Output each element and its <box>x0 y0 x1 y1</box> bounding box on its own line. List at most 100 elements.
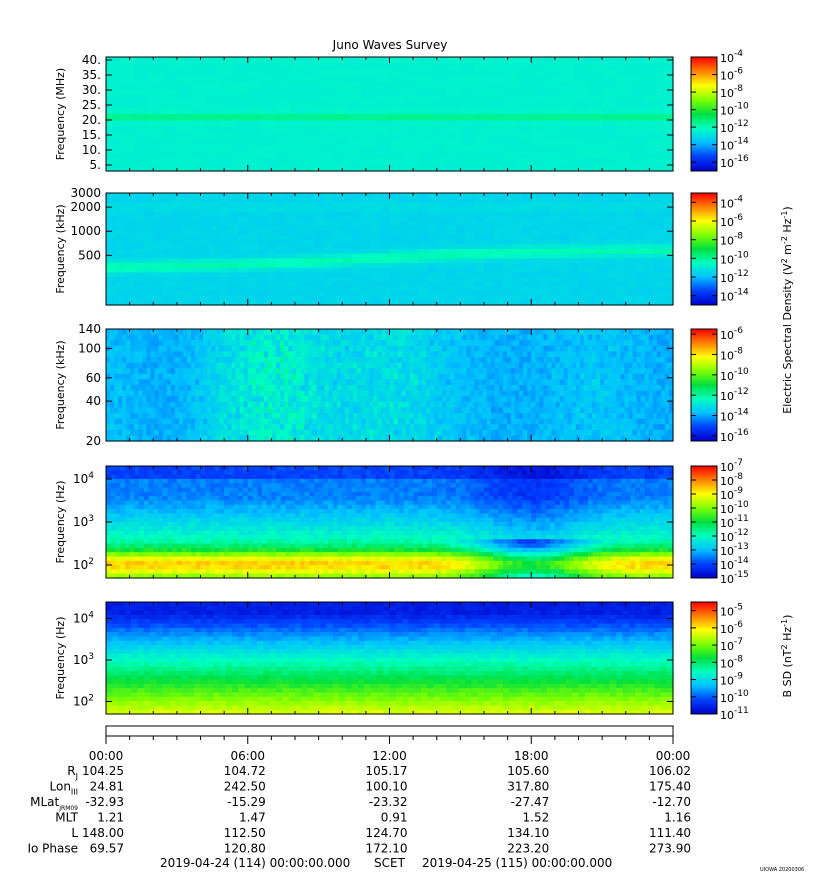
spectrogram-cell <box>296 379 301 386</box>
spectrogram-cell <box>624 424 630 431</box>
spectrogram-cell <box>521 267 532 273</box>
spectrogram-cell <box>342 202 353 208</box>
spectrogram-cell <box>323 286 334 292</box>
spectrogram-cell <box>474 407 480 414</box>
spectrogram-cell <box>304 300 315 306</box>
spectrogram-cell <box>288 390 293 397</box>
spectrogram-cell <box>494 390 500 397</box>
spectrogram-cell <box>211 351 216 358</box>
spectrogram-cell <box>393 390 399 397</box>
spectrogram-cell <box>272 379 277 386</box>
spectrogram-cell <box>304 133 320 140</box>
spectrogram-cell <box>296 329 301 336</box>
spectrogram-cell <box>122 357 127 364</box>
spectrogram-cell <box>519 379 524 386</box>
spectrogram-cell <box>176 120 192 128</box>
spectrogram-cell <box>318 139 334 147</box>
spectrogram-cell <box>268 373 273 380</box>
spectrogram-cell <box>106 277 117 283</box>
spectrogram-cell <box>644 373 650 380</box>
spectrogram-cell <box>332 351 338 358</box>
spectrogram-cell <box>235 351 241 358</box>
spectrogram-cell <box>547 413 553 420</box>
spectrogram-cell <box>150 357 156 364</box>
spectrogram-cell <box>239 351 245 358</box>
spectrogram-cell <box>470 357 476 364</box>
spectrogram-cell <box>498 345 504 352</box>
spectrogram-cell <box>421 418 427 425</box>
spectrogram-cell <box>361 152 376 159</box>
spectrogram-cell <box>284 390 289 397</box>
spectrogram-cell <box>373 396 378 403</box>
spectrogram-cell <box>644 277 655 283</box>
spectrogram-cell <box>596 362 601 369</box>
spectrogram-cell <box>519 413 524 420</box>
spectrogram-cell <box>176 57 192 64</box>
spectrogram-cell <box>292 379 297 386</box>
spectrogram-cell <box>304 145 320 153</box>
spectrogram-cell <box>612 390 617 397</box>
spectrogram-cell <box>191 418 196 425</box>
spectrogram-cell <box>413 401 419 408</box>
spectrogram-cell <box>284 379 289 386</box>
spectrogram-cell <box>545 76 561 83</box>
spectrogram-cell <box>290 114 306 121</box>
spectrogram-cell <box>290 152 306 159</box>
spectrogram-cell <box>332 69 348 77</box>
spectrogram-cell <box>228 225 239 231</box>
spectrogram-cell <box>174 424 180 431</box>
spectrogram-cell <box>620 379 625 386</box>
spectrogram-cell <box>304 211 315 217</box>
spectrogram-cell <box>616 133 632 140</box>
spectrogram-cell <box>336 334 342 341</box>
spectrogram-cell <box>616 249 627 255</box>
spectrogram-cell <box>592 368 597 375</box>
spectrogram-cell <box>644 63 660 71</box>
spectrogram-cell <box>648 385 654 392</box>
spectrogram-cell <box>247 357 253 364</box>
spectrogram-cell <box>191 368 196 375</box>
spectrogram-cell <box>174 373 180 380</box>
spectrogram-cell <box>462 334 468 341</box>
spectrogram-cell <box>308 379 314 386</box>
spectrogram-cell <box>474 272 485 278</box>
spectrogram-cell <box>602 114 617 121</box>
spectrogram-cell <box>215 407 220 414</box>
spectrogram-cell <box>654 258 665 264</box>
spectrogram-cell <box>616 390 621 397</box>
spectrogram-cell <box>502 57 518 64</box>
spectrogram-cell <box>377 429 382 436</box>
spectrogram-cell <box>474 413 480 420</box>
spectrogram-cell <box>142 401 148 408</box>
spectrogram-cell <box>587 351 593 358</box>
spectrogram-cell <box>531 351 536 358</box>
spectrogram-cell <box>648 401 654 408</box>
spectrogram-cell <box>454 396 459 403</box>
spectrogram-cell <box>106 193 117 199</box>
spectrogram-cell <box>521 221 532 227</box>
spectrogram-cell <box>587 253 598 259</box>
spectrogram-cell <box>276 63 291 71</box>
spectrogram-cell <box>587 158 603 166</box>
spectrogram-cell <box>292 340 297 347</box>
spectrogram-cell <box>450 362 455 369</box>
spectrogram-cell <box>162 239 173 245</box>
spectrogram-cell <box>527 379 532 386</box>
spectrogram-cell <box>668 424 674 431</box>
spectrogram-cell <box>233 133 249 140</box>
spectrogram-cell <box>640 424 646 431</box>
colorbar-tick-label: 10-4 <box>720 194 743 210</box>
spectrogram-cell <box>340 373 346 380</box>
spectrogram-cell <box>409 340 415 347</box>
spectrogram-cell <box>342 211 353 217</box>
spectrogram-cell <box>239 390 245 397</box>
spectrogram-cell <box>284 368 289 375</box>
spectrogram-cell <box>438 379 443 386</box>
spectrogram-cell <box>122 340 127 347</box>
spectrogram-cell <box>106 286 117 292</box>
spectrogram-cell <box>162 63 178 71</box>
spectrogram-cell <box>235 373 241 380</box>
spectrogram-cell <box>502 152 518 159</box>
spectrogram-cell <box>587 101 603 109</box>
spectrogram-cell <box>417 413 423 420</box>
